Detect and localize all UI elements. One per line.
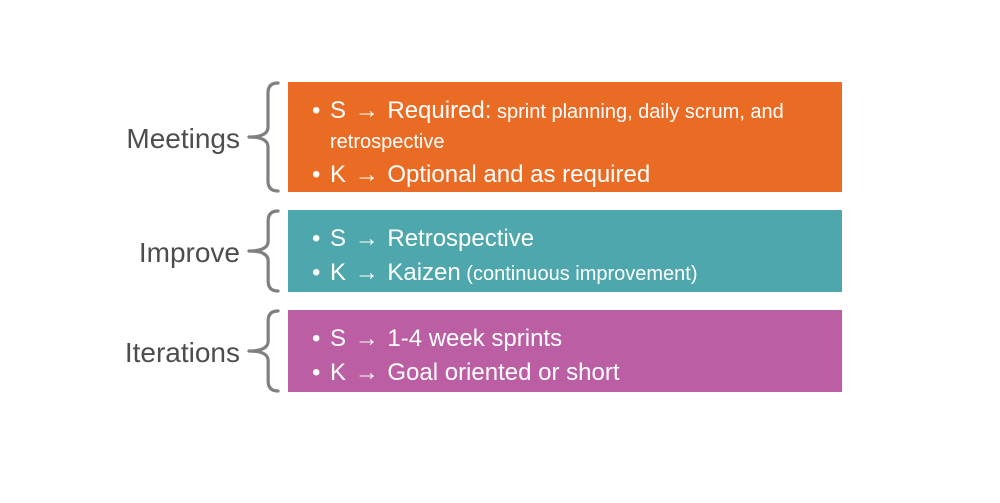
brace-iterations xyxy=(248,310,280,392)
brace-meetings xyxy=(248,82,280,192)
card-meetings: S → Required: sprint planning, daily scr… xyxy=(288,82,842,192)
bullet-item: S → Retrospective xyxy=(310,224,820,254)
bullet-prefix: S xyxy=(330,325,353,352)
bullet-item: K → Optional and as required xyxy=(310,160,820,190)
bullet-item: K → Kaizen (continuous improvement) xyxy=(310,258,820,288)
arrow-icon: → xyxy=(353,324,381,354)
comparison-diagram: Meetings S → Required: sprint planning, d… xyxy=(0,0,1000,503)
bullet-item: K → Goal oriented or short xyxy=(310,358,820,388)
bullet-item: S → Required: sprint planning, daily scr… xyxy=(310,96,820,156)
bullet-list: S → Retrospective K → Kaizen (continuous … xyxy=(310,224,820,288)
label-iterations: Iterations xyxy=(125,338,240,369)
card-improve: S → Retrospective K → Kaizen (continuous … xyxy=(288,210,842,292)
label-improve: Improve xyxy=(139,238,240,269)
bullet-prefix: S xyxy=(330,225,353,252)
brace-improve xyxy=(248,210,280,292)
bullet-main: Kaizen xyxy=(381,259,461,286)
arrow-icon: → xyxy=(353,96,381,126)
bullet-item: S → 1-4 week sprints xyxy=(310,324,820,354)
arrow-icon: → xyxy=(353,160,381,190)
label-meetings: Meetings xyxy=(126,124,240,155)
bullet-list: S → Required: sprint planning, daily scr… xyxy=(310,96,820,190)
arrow-icon: → xyxy=(353,258,381,288)
bullet-prefix: K xyxy=(330,161,353,188)
arrow-icon: → xyxy=(353,224,381,254)
bullet-list: S → 1-4 week sprints K → Goal oriented or… xyxy=(310,324,820,388)
bullet-prefix: K xyxy=(330,359,353,386)
bullet-sub: (continuous improvement) xyxy=(461,263,698,285)
bullet-main: Required: xyxy=(381,97,492,124)
bullet-prefix: S xyxy=(330,97,353,124)
bullet-main: Goal oriented or short xyxy=(381,359,620,386)
card-iterations: S → 1-4 week sprints K → Goal oriented or… xyxy=(288,310,842,392)
bullet-main: 1-4 week sprints xyxy=(381,325,562,352)
bullet-main: Retrospective xyxy=(381,225,534,252)
arrow-icon: → xyxy=(353,358,381,388)
bullet-prefix: K xyxy=(330,259,353,286)
bullet-main: Optional and as required xyxy=(381,161,651,188)
